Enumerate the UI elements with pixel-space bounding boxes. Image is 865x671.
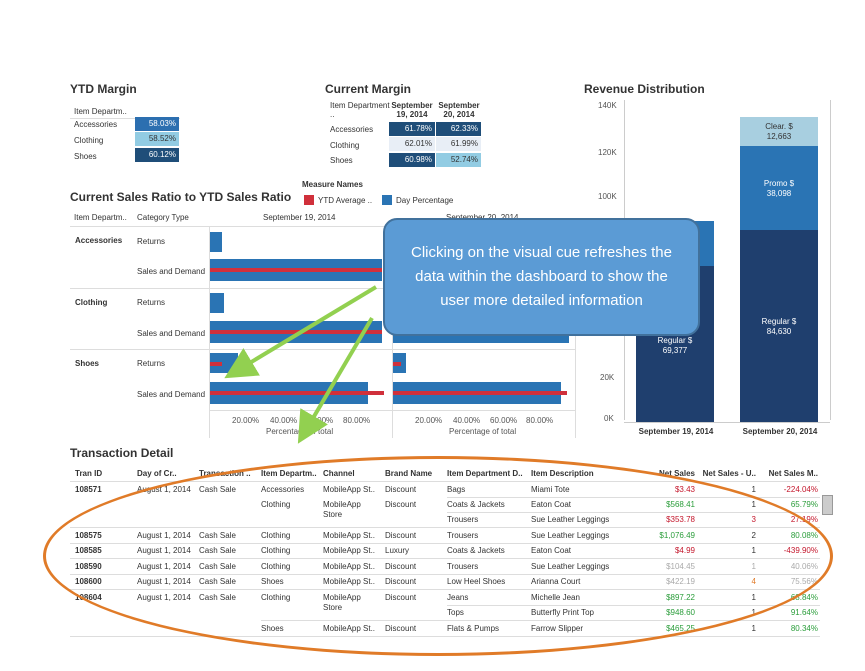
- cm-cell[interactable]: 62.01%: [389, 137, 435, 151]
- axis-tick: 20.00%: [415, 416, 443, 425]
- date2-header: September 20, 2014: [446, 213, 519, 222]
- cm-cell[interactable]: 60.98%: [389, 153, 435, 167]
- regular-2-label: Regular $ 84,630: [740, 317, 818, 337]
- regular-segment-2[interactable]: [740, 230, 818, 422]
- callout-bubble: Clicking on the visual cue refreshes the…: [383, 218, 700, 336]
- legend-ytd-label: YTD Average ..: [318, 196, 373, 205]
- cell-id: 108571: [75, 485, 102, 494]
- cell-margin: 68.84%: [790, 593, 818, 602]
- ytd-margin-title: YTD Margin: [70, 82, 137, 96]
- th-margin[interactable]: Net Sales M..: [768, 469, 818, 478]
- current-margin-header: Item Department ..: [330, 101, 390, 119]
- arrow-to-transactions: [297, 316, 374, 444]
- ytd-marker: [393, 362, 401, 366]
- ytd-marker: [210, 391, 384, 395]
- transactions-title: Transaction Detail: [70, 446, 174, 460]
- col-dept-header: Item Departm..: [74, 213, 127, 222]
- ytd-row-label: Accessories: [74, 120, 118, 129]
- cell-margin: 65.79%: [790, 500, 818, 509]
- returns-bar[interactable]: [210, 293, 224, 313]
- regular-1-value: 69,377: [662, 346, 688, 355]
- category-label: Sales and Demand: [137, 267, 206, 276]
- clearance-2-value: 12,663: [766, 132, 792, 141]
- regular-1-name: Regular $: [657, 336, 693, 345]
- cm-cell[interactable]: 52.74%: [436, 153, 481, 167]
- highlight-ellipse: [43, 456, 833, 656]
- category-label: Sales and Demand: [137, 390, 206, 399]
- promo-2-label: Promo $ 38,098: [740, 179, 818, 199]
- y-tick: 20K: [600, 373, 615, 382]
- cm-cell[interactable]: 61.99%: [436, 137, 481, 151]
- axis-label: Percentage of total: [449, 427, 517, 436]
- ytd-margin-header: Item Departm..: [74, 107, 127, 116]
- cm-row-label: Shoes: [330, 156, 353, 165]
- cm-cell[interactable]: 61.78%: [389, 122, 435, 136]
- ytd-row-label: Shoes: [74, 152, 97, 161]
- cell-margin: 80.34%: [790, 624, 818, 633]
- promo-segment-2[interactable]: [740, 146, 818, 230]
- group-dept: Shoes: [75, 359, 100, 368]
- axis-tick: 80.00%: [526, 416, 554, 425]
- legend-day-label: Day Percentage: [396, 196, 454, 205]
- cell-margin: 91.64%: [790, 608, 818, 617]
- revenue-col2: September 20, 2014: [742, 427, 818, 436]
- th-tran-id[interactable]: Tran ID: [75, 469, 103, 478]
- cell-units: 1: [751, 485, 756, 494]
- table-scrollbar[interactable]: [822, 495, 833, 515]
- axis-tick: 60.00%: [490, 416, 518, 425]
- clearance-2-label: Clear. $ 12,663: [740, 122, 818, 142]
- y-tick: 120K: [598, 148, 617, 157]
- ytd-cell[interactable]: 58.03%: [135, 117, 179, 131]
- cell-margin: -224.04%: [783, 485, 818, 494]
- ytd-cell[interactable]: 60.12%: [135, 148, 179, 162]
- ytd-cell[interactable]: 58.52%: [135, 132, 179, 146]
- legend-title: Measure Names: [302, 180, 363, 189]
- th-day[interactable]: Day of Cr..: [137, 469, 177, 478]
- th-sales[interactable]: Net Sales: [658, 469, 695, 478]
- y-tick: 0K: [604, 414, 614, 423]
- col-cat-header: Category Type: [137, 213, 189, 222]
- ytd-row-label: Clothing: [74, 136, 104, 145]
- category-label: Returns: [137, 298, 166, 307]
- category-label: Sales and Demand: [137, 329, 206, 338]
- ytd-marker: [210, 268, 382, 272]
- regular-2-name: Regular $: [761, 317, 797, 326]
- promo-2-value: 38,098: [766, 189, 792, 198]
- cm-cell[interactable]: 62.33%: [436, 122, 481, 136]
- date1-header: September 19, 2014: [263, 213, 336, 222]
- revenue-col1: September 19, 2014: [638, 427, 714, 436]
- category-label: Returns: [137, 237, 166, 246]
- ytd-marker: [210, 362, 222, 366]
- current-margin-col2: September 20, 2014: [438, 101, 480, 119]
- promo-2-name: Promo $: [763, 179, 795, 188]
- axis-tick: 80.00%: [343, 416, 371, 425]
- th-units[interactable]: Net Sales - U..: [702, 469, 756, 478]
- regular-1-label: Regular $ 69,377: [636, 336, 714, 356]
- returns-bar[interactable]: [210, 232, 222, 252]
- cell-units: 1: [751, 624, 756, 633]
- group-dept: Clothing: [75, 298, 108, 307]
- cm-row-label: Clothing: [330, 141, 360, 150]
- group-dept: Accessories: [75, 236, 123, 245]
- revenue-title: Revenue Distribution: [584, 82, 705, 96]
- current-margin-title: Current Margin: [325, 82, 412, 96]
- y-tick: 100K: [598, 192, 617, 201]
- clearance-2-name: Clear. $: [765, 122, 793, 131]
- arrow-to-shoes-returns: [224, 285, 378, 379]
- ytd-marker: [210, 330, 382, 334]
- axis-tick: 20.00%: [232, 416, 260, 425]
- clearance-segment-2[interactable]: [740, 117, 818, 146]
- category-label: Returns: [137, 359, 166, 368]
- legend-ytd-swatch: [304, 195, 314, 205]
- ytd-marker: [393, 391, 567, 395]
- ratio-chart-title: Current Sales Ratio to YTD Sales Ratio: [70, 190, 292, 204]
- axis-tick: 40.00%: [270, 416, 298, 425]
- legend-day-swatch: [382, 195, 392, 205]
- current-margin-col1: September 19, 2014: [391, 101, 433, 119]
- regular-2-value: 84,630: [766, 327, 792, 336]
- cm-row-label: Accessories: [330, 125, 374, 134]
- y-tick: 140K: [598, 101, 617, 110]
- axis-tick: 40.00%: [453, 416, 481, 425]
